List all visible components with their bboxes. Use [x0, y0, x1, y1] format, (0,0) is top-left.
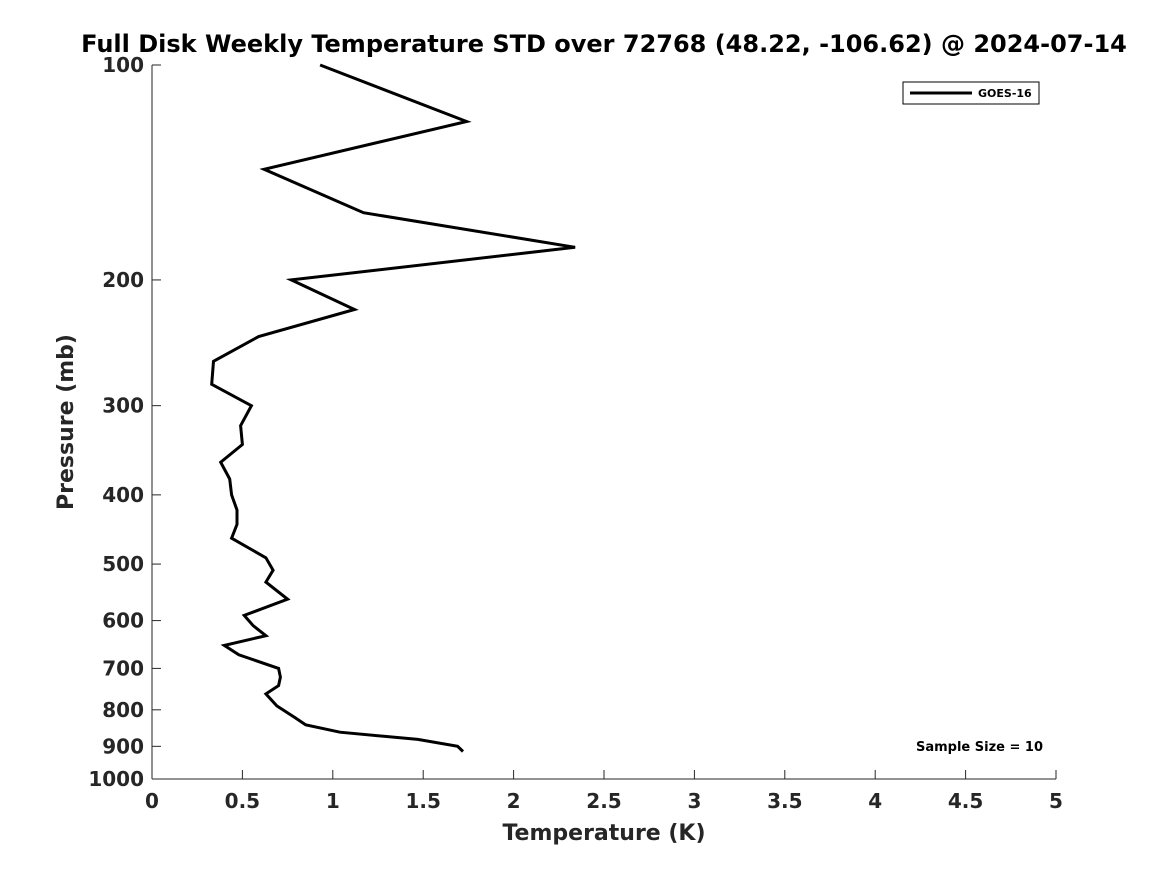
sample-size-annotation: Sample Size = 10 — [916, 740, 1043, 755]
x-tick-label: 2 — [507, 789, 521, 813]
plot-area — [151, 65, 1056, 780]
y-tick-label: 100 — [102, 53, 144, 77]
y-tick-label: 700 — [102, 656, 144, 680]
x-tick-label: 4.5 — [948, 789, 983, 813]
x-axis-label: Temperature (K) — [502, 821, 705, 846]
y-tick-label: 300 — [102, 394, 144, 418]
x-tick-label: 0.5 — [225, 789, 260, 813]
x-tick-label: 2.5 — [586, 789, 621, 813]
chart-title: Full Disk Weekly Temperature STD over 72… — [81, 30, 1127, 58]
x-tick-label: 1.5 — [405, 789, 440, 813]
x-tick-label: 3 — [687, 789, 701, 813]
y-axis-ticks: 100 200 300 400 500 600 700 800 900 1000 — [88, 53, 161, 791]
y-tick-label: 400 — [102, 483, 144, 507]
x-axis-ticks: 0 0.5 1 1.5 2 2.5 3 3.5 4 4.5 5 — [145, 770, 1063, 813]
y-tick-label: 800 — [102, 698, 144, 722]
y-tick-label: 500 — [102, 552, 144, 576]
x-tick-label: 1 — [326, 789, 340, 813]
y-tick-label: 1000 — [88, 767, 144, 791]
y-tick-label: 900 — [102, 734, 144, 758]
y-tick-label: 200 — [102, 268, 144, 292]
x-tick-label: 5 — [1049, 789, 1063, 813]
legend: GOES-16 — [902, 81, 1040, 105]
y-tick-label: 600 — [102, 609, 144, 633]
y-axis-label: Pressure (mb) — [54, 334, 79, 510]
legend-label-goes-16: GOES-16 — [978, 87, 1032, 100]
x-tick-label: 3.5 — [767, 789, 802, 813]
x-tick-label: 4 — [868, 789, 882, 813]
x-tick-label: 0 — [145, 789, 159, 813]
series-line-goes-16 — [210, 63, 576, 753]
